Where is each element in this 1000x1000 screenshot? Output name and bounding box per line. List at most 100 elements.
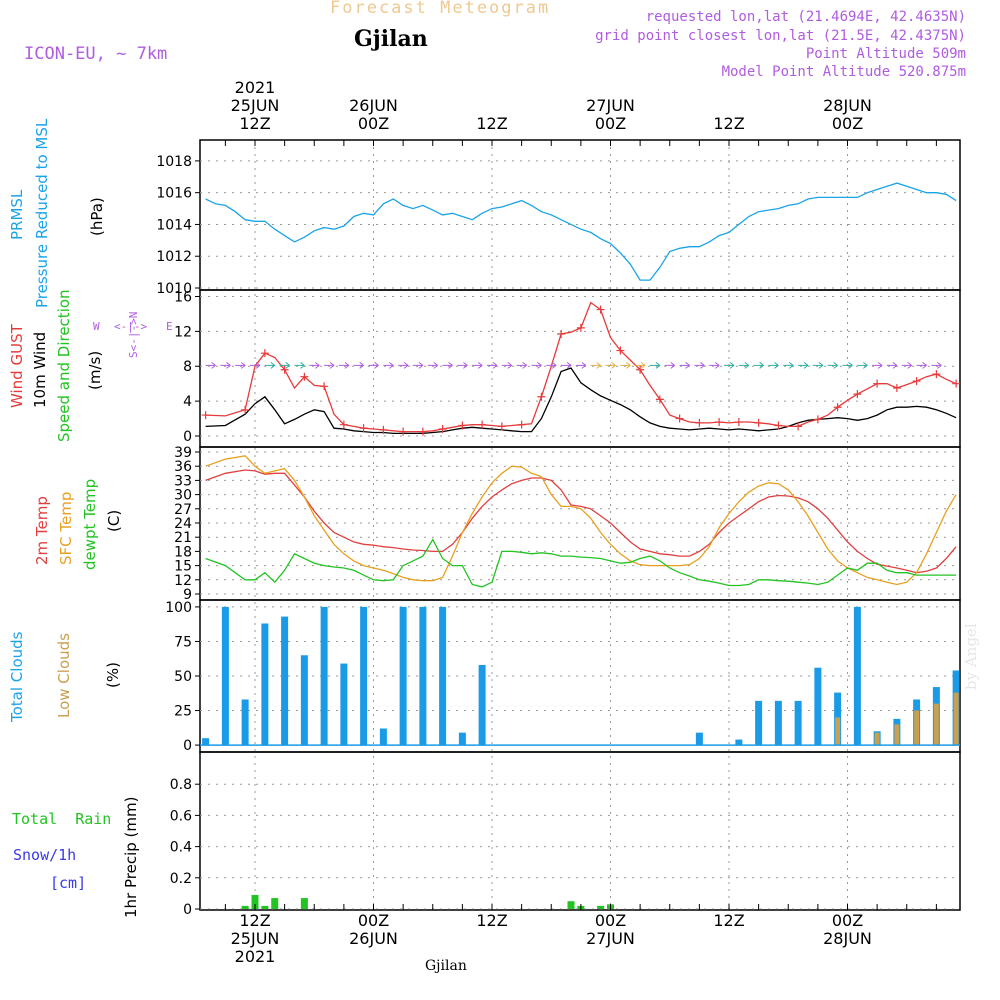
temperature-y-tick-label: 9 (183, 587, 192, 603)
t2m-line (205, 469, 957, 574)
wind-gust-marker (517, 420, 526, 429)
wind-gust-marker (458, 421, 467, 430)
wind-gust-marker (537, 392, 546, 401)
watermark: by Angel (962, 623, 980, 690)
total-clouds-bar (814, 667, 822, 746)
wind-gust-marker (892, 384, 901, 393)
wind-direction-arrow (679, 361, 690, 369)
wind-direction-arrow (694, 361, 705, 369)
wind-direction-arrow (472, 361, 483, 369)
wind-direction-arrow (353, 361, 364, 369)
wind-direction-arrow (561, 361, 572, 369)
top-time-label: 12Z (713, 114, 744, 133)
wind-direction-arrow (768, 361, 779, 369)
compass-horizontal-arrows: <-|-> (114, 320, 148, 333)
wind-direction-arrow (886, 361, 898, 369)
temperature-y-tick-label: 30 (174, 488, 192, 504)
pressure-y-tick-label: 1016 (156, 186, 192, 202)
wind-y-tick-label: 0 (183, 429, 192, 445)
wind-direction-arrow (590, 361, 601, 369)
wind-direction-arrow (412, 361, 424, 369)
wind-direction-arrow (857, 361, 868, 369)
wind-gust-marker (320, 382, 329, 391)
top-time-label: 00Z (832, 114, 863, 133)
clouds-unit-label: (%) (104, 662, 122, 688)
wind-direction-arrow (457, 361, 468, 369)
low-clouds-bar (894, 724, 900, 746)
wind-gust-marker (675, 414, 684, 423)
bottom-time-label: 12Z (476, 911, 507, 930)
wind-gust-marker (399, 427, 408, 436)
wind-direction-arrow (279, 361, 290, 369)
wind-gust-marker (695, 418, 704, 427)
dewpt-label: dewpt Temp (81, 478, 99, 570)
sfc-temp-label: SFC Temp (57, 491, 75, 565)
total-clouds-bar (340, 663, 348, 746)
clouds-y-tick-label: 0 (183, 738, 192, 754)
top-time-label: 12Z (239, 114, 270, 133)
product-title: Forecast Meteogram (330, 0, 551, 18)
dewpt-line (205, 538, 957, 588)
total-clouds-bar (261, 623, 269, 746)
clouds-y-tick-label: 75 (174, 634, 192, 650)
wind-direction-arrow (931, 361, 942, 369)
wind-direction-arrow (842, 361, 853, 369)
precip-ylabel: 1hr Precip (mm) (122, 796, 140, 918)
snow-label: Snow/1h (13, 846, 77, 864)
wind-gust-marker (379, 425, 388, 434)
wind-gust-marker (636, 365, 645, 374)
pressure-unit-label: (hPa) (88, 197, 106, 236)
wind-gust-marker (418, 427, 427, 436)
wind-gust-marker (339, 420, 348, 429)
wind-direction-arrow (531, 361, 542, 369)
wind-gust-marker (734, 418, 743, 427)
wind-direction-arrow (738, 361, 750, 369)
point-altitude: Point Altitude 509m (805, 46, 966, 62)
wind-panel-frame (199, 289, 961, 448)
wind-direction-arrow (205, 361, 216, 369)
low-clouds-bar (914, 710, 920, 746)
wind-direction-arrow (264, 361, 276, 369)
wind-direction-arrow (250, 361, 261, 369)
bottom-time-label: 26JUN (349, 929, 398, 948)
wind-direction-arrow (620, 361, 631, 369)
wind-gust-marker (873, 379, 882, 388)
wind-y-tick-label: 4 (183, 394, 192, 410)
bottom-time-label: 00Z (358, 911, 389, 930)
wind-speed-dir-label: Speed and Direction (55, 289, 73, 442)
top-time-label: 12Z (476, 114, 507, 133)
wind-direction-arrow (442, 361, 453, 369)
wind-gust-marker (201, 411, 210, 420)
wind-gust-marker (715, 418, 724, 427)
total-clouds-bar (202, 738, 210, 746)
snow-unit-label: [cm] (50, 874, 87, 892)
wind-gust-marker (576, 323, 585, 332)
wind-gust-marker (241, 405, 250, 414)
top-time-label: 25JUN (231, 96, 280, 115)
temperature-y-tick-label: 12 (174, 573, 192, 589)
wind-direction-arrow (812, 361, 824, 369)
compass-east: E (166, 320, 173, 333)
wind-gust-marker (833, 403, 842, 412)
wind-gust-marker (280, 365, 289, 374)
footer-location: Gjilan (425, 958, 467, 974)
total-clouds-bar (281, 616, 289, 746)
rain-bar (300, 898, 308, 909)
precipitation-y-tick-label: 0.8 (170, 777, 192, 793)
precipitation-y-tick-label: 0.2 (170, 871, 192, 887)
pressure-y-tick-label: 1012 (156, 249, 192, 265)
wind-gust-marker (794, 422, 803, 431)
wind-gust-marker (438, 425, 447, 434)
total-clouds-bar (439, 606, 447, 746)
total-clouds-bar (853, 606, 861, 746)
wind-gust-marker (912, 377, 921, 386)
top-time-label: 28JUN (823, 96, 872, 115)
rain-bar (597, 905, 605, 909)
wind-direction-arrow (605, 361, 616, 369)
model-point-altitude: Model Point Altitude 520.875m (721, 64, 966, 80)
model-label: ICON-EU, ~ 7km (24, 44, 168, 64)
wind-direction-arrow (324, 361, 335, 369)
wind-direction-arrow (501, 361, 513, 369)
total-clouds-bar (735, 739, 743, 746)
rain-bar (261, 905, 269, 909)
